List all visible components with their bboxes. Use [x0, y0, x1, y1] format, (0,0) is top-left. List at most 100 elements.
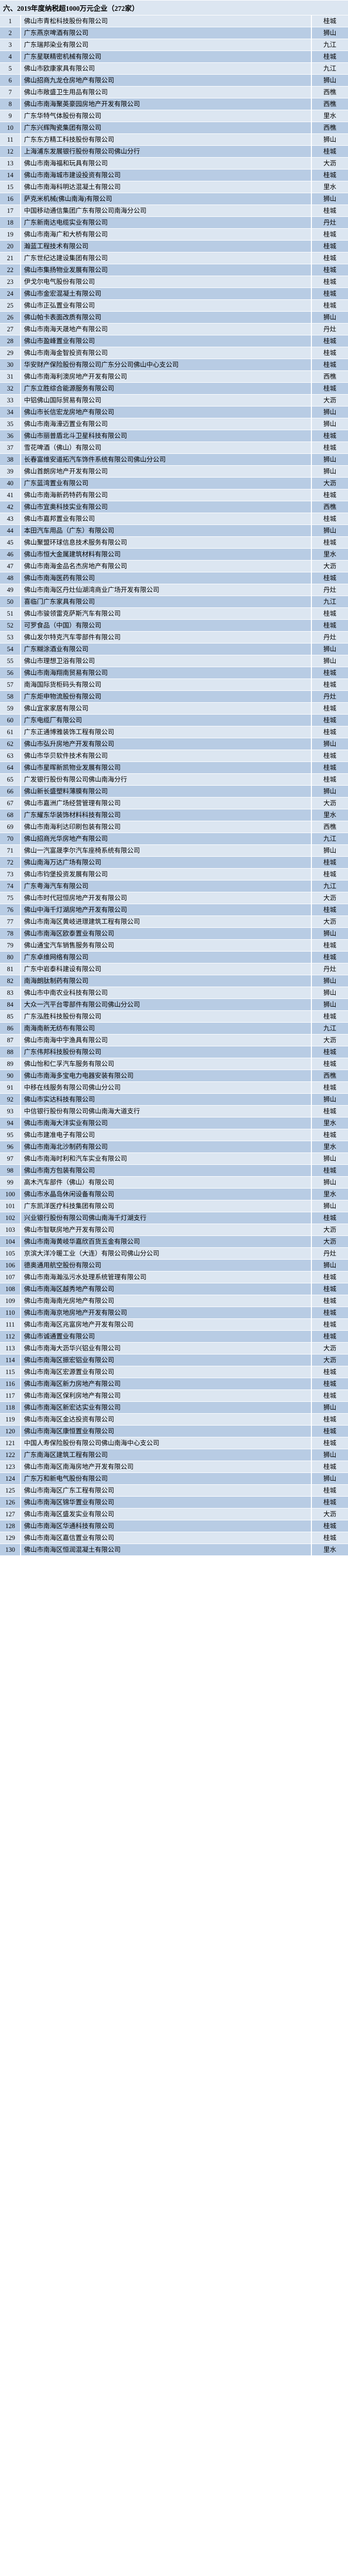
company-name-cell: 广东粤海汽车有限公司	[21, 880, 312, 892]
row-index-cell: 79	[0, 939, 21, 952]
company-name-cell: 佛山首朗房地产开发有限公司	[21, 465, 312, 478]
table-row: 45 佛山聚盟环球信息技术服务有限公司 桂城	[0, 536, 348, 549]
row-index-cell: 18	[0, 216, 21, 229]
company-name-cell: 中移在线服务有限公司佛山分公司	[21, 1081, 312, 1094]
district-cell: 大沥	[311, 157, 348, 170]
table-row: 71 佛山一汽富晟李尔汽车座椅系统有限公司 狮山	[0, 844, 348, 857]
district-cell: 狮山	[311, 998, 348, 1011]
table-row: 51 佛山市骏领雷克萨斯汽车有限公司 桂城	[0, 607, 348, 620]
company-name-cell: 佛山市南海区康恒置业有限公司	[21, 1425, 312, 1437]
row-index-cell: 62	[0, 738, 21, 750]
district-cell: 狮山	[311, 1472, 348, 1485]
table-row: 1 佛山市青松科技股份有限公司 桂城	[0, 15, 348, 27]
row-index-cell: 23	[0, 276, 21, 288]
company-name-cell: 佛山市长信宏龙房地产有限公司	[21, 406, 312, 418]
row-index-cell: 125	[0, 1484, 21, 1497]
row-index-cell: 24	[0, 287, 21, 300]
company-name-cell: 广东燕京啤酒有限公司	[21, 27, 312, 39]
district-cell: 桂城	[311, 1081, 348, 1094]
company-name-cell: 佛山市南海南光房地产有限公司	[21, 1295, 312, 1307]
company-name-cell: 中国人寿保险股份有限公司佛山南海中心支公司	[21, 1437, 312, 1449]
row-index-cell: 57	[0, 679, 21, 691]
company-name-cell: 广东伟邦科技股份有限公司	[21, 1046, 312, 1058]
district-cell: 丹灶	[311, 216, 348, 229]
table-row: 36 佛山市丽普盾北斗卫星科技有限公司 桂城	[0, 430, 348, 442]
district-cell: 桂城	[311, 1295, 348, 1307]
table-row: 25 佛山市正弘置业有限公司 桂城	[0, 299, 348, 312]
table-row: 11 广东东方精工科技股份有限公司 狮山	[0, 133, 348, 146]
company-name-cell: 广东世纪达建设集团有限公司	[21, 252, 312, 264]
row-index-cell: 124	[0, 1472, 21, 1485]
row-index-cell: 104	[0, 1235, 21, 1248]
company-name-cell: 佛山市实达科技有限公司	[21, 1093, 312, 1106]
company-name-cell: 佛山市南海区南海房地产开发有限公司	[21, 1461, 312, 1473]
district-cell: 里水	[311, 1188, 348, 1200]
district-cell: 丹灶	[311, 1247, 348, 1260]
company-name-cell: 佛山市建准电子有限公司	[21, 1129, 312, 1141]
district-cell: 狮山	[311, 987, 348, 999]
company-name-cell: 佛山市嘉洲广场经营管理有限公司	[21, 797, 312, 809]
table-row: 41 佛山市南海新药特药有限公司 桂城	[0, 489, 348, 501]
table-row: 21 广东世纪达建设集团有限公司 桂城	[0, 252, 348, 264]
company-name-cell: 佛山一汽富晟李尔汽车座椅系统有限公司	[21, 844, 312, 857]
company-name-cell: 南海国际货柜码头有限公司	[21, 679, 312, 691]
district-cell: 丹灶	[311, 690, 348, 703]
row-index-cell: 1	[0, 15, 21, 27]
row-index-cell: 10	[0, 122, 21, 134]
table-row: 98 佛山市南方包装有限公司 桂城	[0, 1164, 348, 1177]
row-index-cell: 72	[0, 856, 21, 869]
table-row: 83 佛山市中南农业科技有限公司 狮山	[0, 987, 348, 999]
table-row: 73 佛山市钧堡投资发展有限公司 桂城	[0, 868, 348, 880]
table-row: 78 佛山市南海区欧泰置业有限公司 狮山	[0, 927, 348, 940]
company-name-cell: 南海南新无纺布有限公司	[21, 1022, 312, 1035]
district-cell: 桂城	[311, 536, 348, 549]
table-row: 116 佛山市南海区新力房地产有限公司 桂城	[0, 1378, 348, 1390]
company-name-cell: 广东万和新电气股份有限公司	[21, 1472, 312, 1485]
company-name-cell: 德奥通用航空股份有限公司	[21, 1259, 312, 1272]
table-row: 61 广东正通博雅装饰工程有限公司 桂城	[0, 726, 348, 738]
district-cell: 桂城	[311, 347, 348, 359]
company-name-cell: 佛山新长盛塑料薄膜有限公司	[21, 785, 312, 798]
table-row: 123 佛山市南海区南海房地产开发有限公司 桂城	[0, 1461, 348, 1473]
table-row: 119 佛山市南海区金达投资有限公司 桂城	[0, 1413, 348, 1426]
company-name-cell: 佛山市南海多宝电力电器安装有限公司	[21, 1070, 312, 1082]
row-index-cell: 29	[0, 347, 21, 359]
district-cell: 大沥	[311, 1508, 348, 1520]
table-row: 13 佛山市南海福和玩具有限公司 大沥	[0, 157, 348, 170]
company-name-cell: 佛山市南海区欧泰置业有限公司	[21, 927, 312, 940]
district-cell: 桂城	[311, 50, 348, 63]
table-row: 2 广东燕京啤酒有限公司 狮山	[0, 27, 348, 39]
district-cell: 桂城	[311, 667, 348, 679]
table-row: 16 萨克米机械(佛山南海)有限公司 狮山	[0, 193, 348, 205]
table-row: 37 雪花啤酒（佛山）有限公司 桂城	[0, 442, 348, 454]
row-index-cell: 64	[0, 761, 21, 774]
table-row: 23 伊戈尔电气股份有限公司 桂城	[0, 276, 348, 288]
table-row: 24 佛山市金宏混凝土有限公司 桂城	[0, 287, 348, 300]
district-cell: 桂城	[311, 145, 348, 158]
company-name-cell: 广东凯洋医疗科技集团有限公司	[21, 1200, 312, 1212]
table-row: 126 佛山市南海区锦华置业有限公司 桂城	[0, 1496, 348, 1509]
company-name-cell: 萨克米机械(佛山南海)有限公司	[21, 193, 312, 205]
row-index-cell: 84	[0, 998, 21, 1011]
company-name-cell: 佛山发尔特克汽车零部件有限公司	[21, 631, 312, 643]
company-name-cell: 佛山市南海黄岐华嘉欣百货五金有限公司	[21, 1235, 312, 1248]
district-cell: 桂城	[311, 1330, 348, 1343]
company-name-cell: 佛山市丽普盾北斗卫星科技有限公司	[21, 430, 312, 442]
district-cell: 桂城	[311, 169, 348, 181]
company-name-cell: 佛山市敞盛卫生用品有限公司	[21, 86, 312, 98]
row-index-cell: 12	[0, 145, 21, 158]
row-index-cell: 20	[0, 240, 21, 252]
company-name-cell: 广东新南达电缆实业有限公司	[21, 216, 312, 229]
table-row: 29 佛山市南海金智投资有限公司 桂城	[0, 347, 348, 359]
row-index-cell: 99	[0, 1176, 21, 1189]
table-row: 57 南海国际货柜码头有限公司 桂城	[0, 679, 348, 691]
table-row: 125 佛山市南海区广东工程有限公司 桂城	[0, 1484, 348, 1497]
table-row: 63 佛山市华贝软件技术有限公司 桂城	[0, 750, 348, 762]
district-cell: 桂城	[311, 240, 348, 252]
row-index-cell: 71	[0, 844, 21, 857]
table-row: 100 佛山市水晶岛休闲设备有限公司 里水	[0, 1188, 348, 1200]
table-row: 127 佛山市南海区盛发实业有限公司 大沥	[0, 1508, 348, 1520]
row-index-cell: 26	[0, 311, 21, 324]
district-cell: 狮山	[311, 1200, 348, 1212]
district-cell: 桂城	[311, 1389, 348, 1402]
